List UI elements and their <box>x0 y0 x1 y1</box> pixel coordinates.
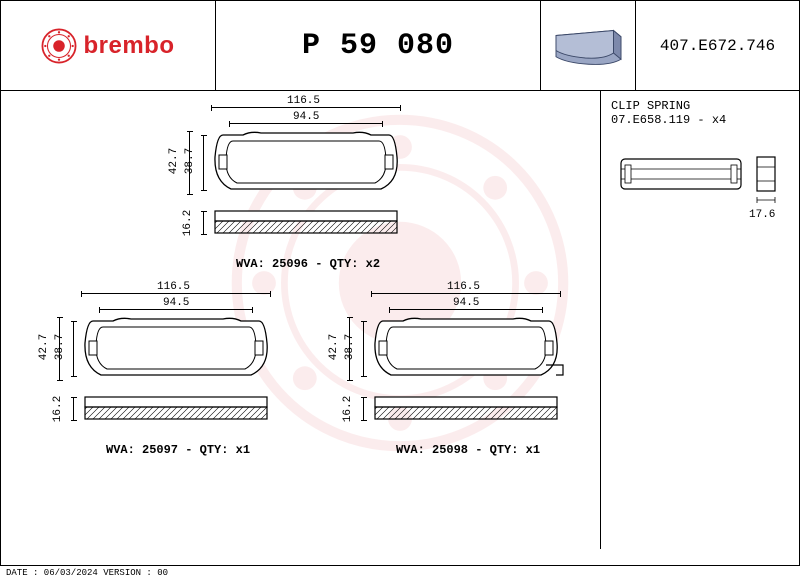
dim-line <box>211 107 401 108</box>
pad-side-svg <box>211 209 411 241</box>
clip-width-dim: 17.6 <box>749 209 800 221</box>
dim-line <box>99 309 253 310</box>
dim-inner-h: 38.7 <box>54 334 66 360</box>
pad-side-svg <box>371 395 571 427</box>
brand-text: brembo <box>83 32 174 60</box>
pad-side-svg <box>81 395 281 427</box>
dim-thickness: 16.2 <box>182 210 194 236</box>
dim-outer-w: 116.5 <box>287 95 320 107</box>
wva-bl: WVA: 25097 - QTY: x1 <box>106 443 250 457</box>
dim-inner-w: 94.5 <box>453 297 479 309</box>
part-number-cell: P 59 080 <box>216 1 541 90</box>
part-number: P 59 080 <box>302 29 454 63</box>
drawings-panel: 116.5 94.5 42.7 38.7 <box>1 91 601 549</box>
dim-line <box>73 321 74 377</box>
drawing-page: brembo P 59 080 407.E672.746 116.5 94.5 <box>0 0 800 566</box>
reference-cell: 407.E672.746 <box>636 1 799 90</box>
pad-3d-icon <box>551 23 626 68</box>
dim-line <box>229 123 383 124</box>
dim-line <box>363 397 364 421</box>
pad-front-svg <box>81 315 281 387</box>
dim-outer-h: 42.7 <box>38 334 50 360</box>
clip-panel: CLIP SPRING 07.E658.119 - x4 17.6 <box>601 91 799 549</box>
dim-thickness: 16.2 <box>342 396 354 422</box>
dim-thickness: 16.2 <box>52 396 64 422</box>
dim-line <box>389 309 543 310</box>
dim-line <box>81 293 271 294</box>
pad-top-group: 116.5 94.5 42.7 38.7 <box>211 103 411 241</box>
clip-ref: 07.E658.119 - x4 <box>611 113 789 127</box>
pad-bl-group: 116.5 94.5 42.7 38.7 16.2 <box>81 289 281 427</box>
brand-logo-cell: brembo <box>1 1 216 90</box>
dim-line <box>363 321 364 377</box>
dim-inner-w: 94.5 <box>293 111 319 123</box>
dim-outer-h: 42.7 <box>328 334 340 360</box>
dim-outer-h: 42.7 <box>168 148 180 174</box>
dim-line <box>73 397 74 421</box>
pad-front-svg <box>371 315 571 387</box>
dim-line <box>371 293 561 294</box>
clip-svg <box>615 145 785 215</box>
dim-line <box>203 135 204 191</box>
header: brembo P 59 080 407.E672.746 <box>1 1 799 91</box>
dim-line <box>203 211 204 235</box>
wva-top: WVA: 25096 - QTY: x2 <box>236 257 380 271</box>
pad-br-group: 116.5 94.5 42.7 38.7 <box>371 289 571 427</box>
pad-3d-cell <box>541 1 636 90</box>
main-area: 116.5 94.5 42.7 38.7 <box>1 91 799 549</box>
dim-inner-w: 94.5 <box>163 297 189 309</box>
wva-br: WVA: 25098 - QTY: x1 <box>396 443 540 457</box>
footer-text: DATE : 06/03/2024 VERSION : 00 <box>0 566 800 578</box>
dim-inner-h: 38.7 <box>344 334 356 360</box>
brembo-disc-icon <box>41 28 77 64</box>
dim-outer-w: 116.5 <box>157 281 190 293</box>
reference-number: 407.E672.746 <box>660 37 775 55</box>
dim-inner-h: 38.7 <box>184 148 196 174</box>
pad-front-svg <box>211 129 411 201</box>
dim-outer-w: 116.5 <box>447 281 480 293</box>
clip-title: CLIP SPRING <box>611 99 789 113</box>
